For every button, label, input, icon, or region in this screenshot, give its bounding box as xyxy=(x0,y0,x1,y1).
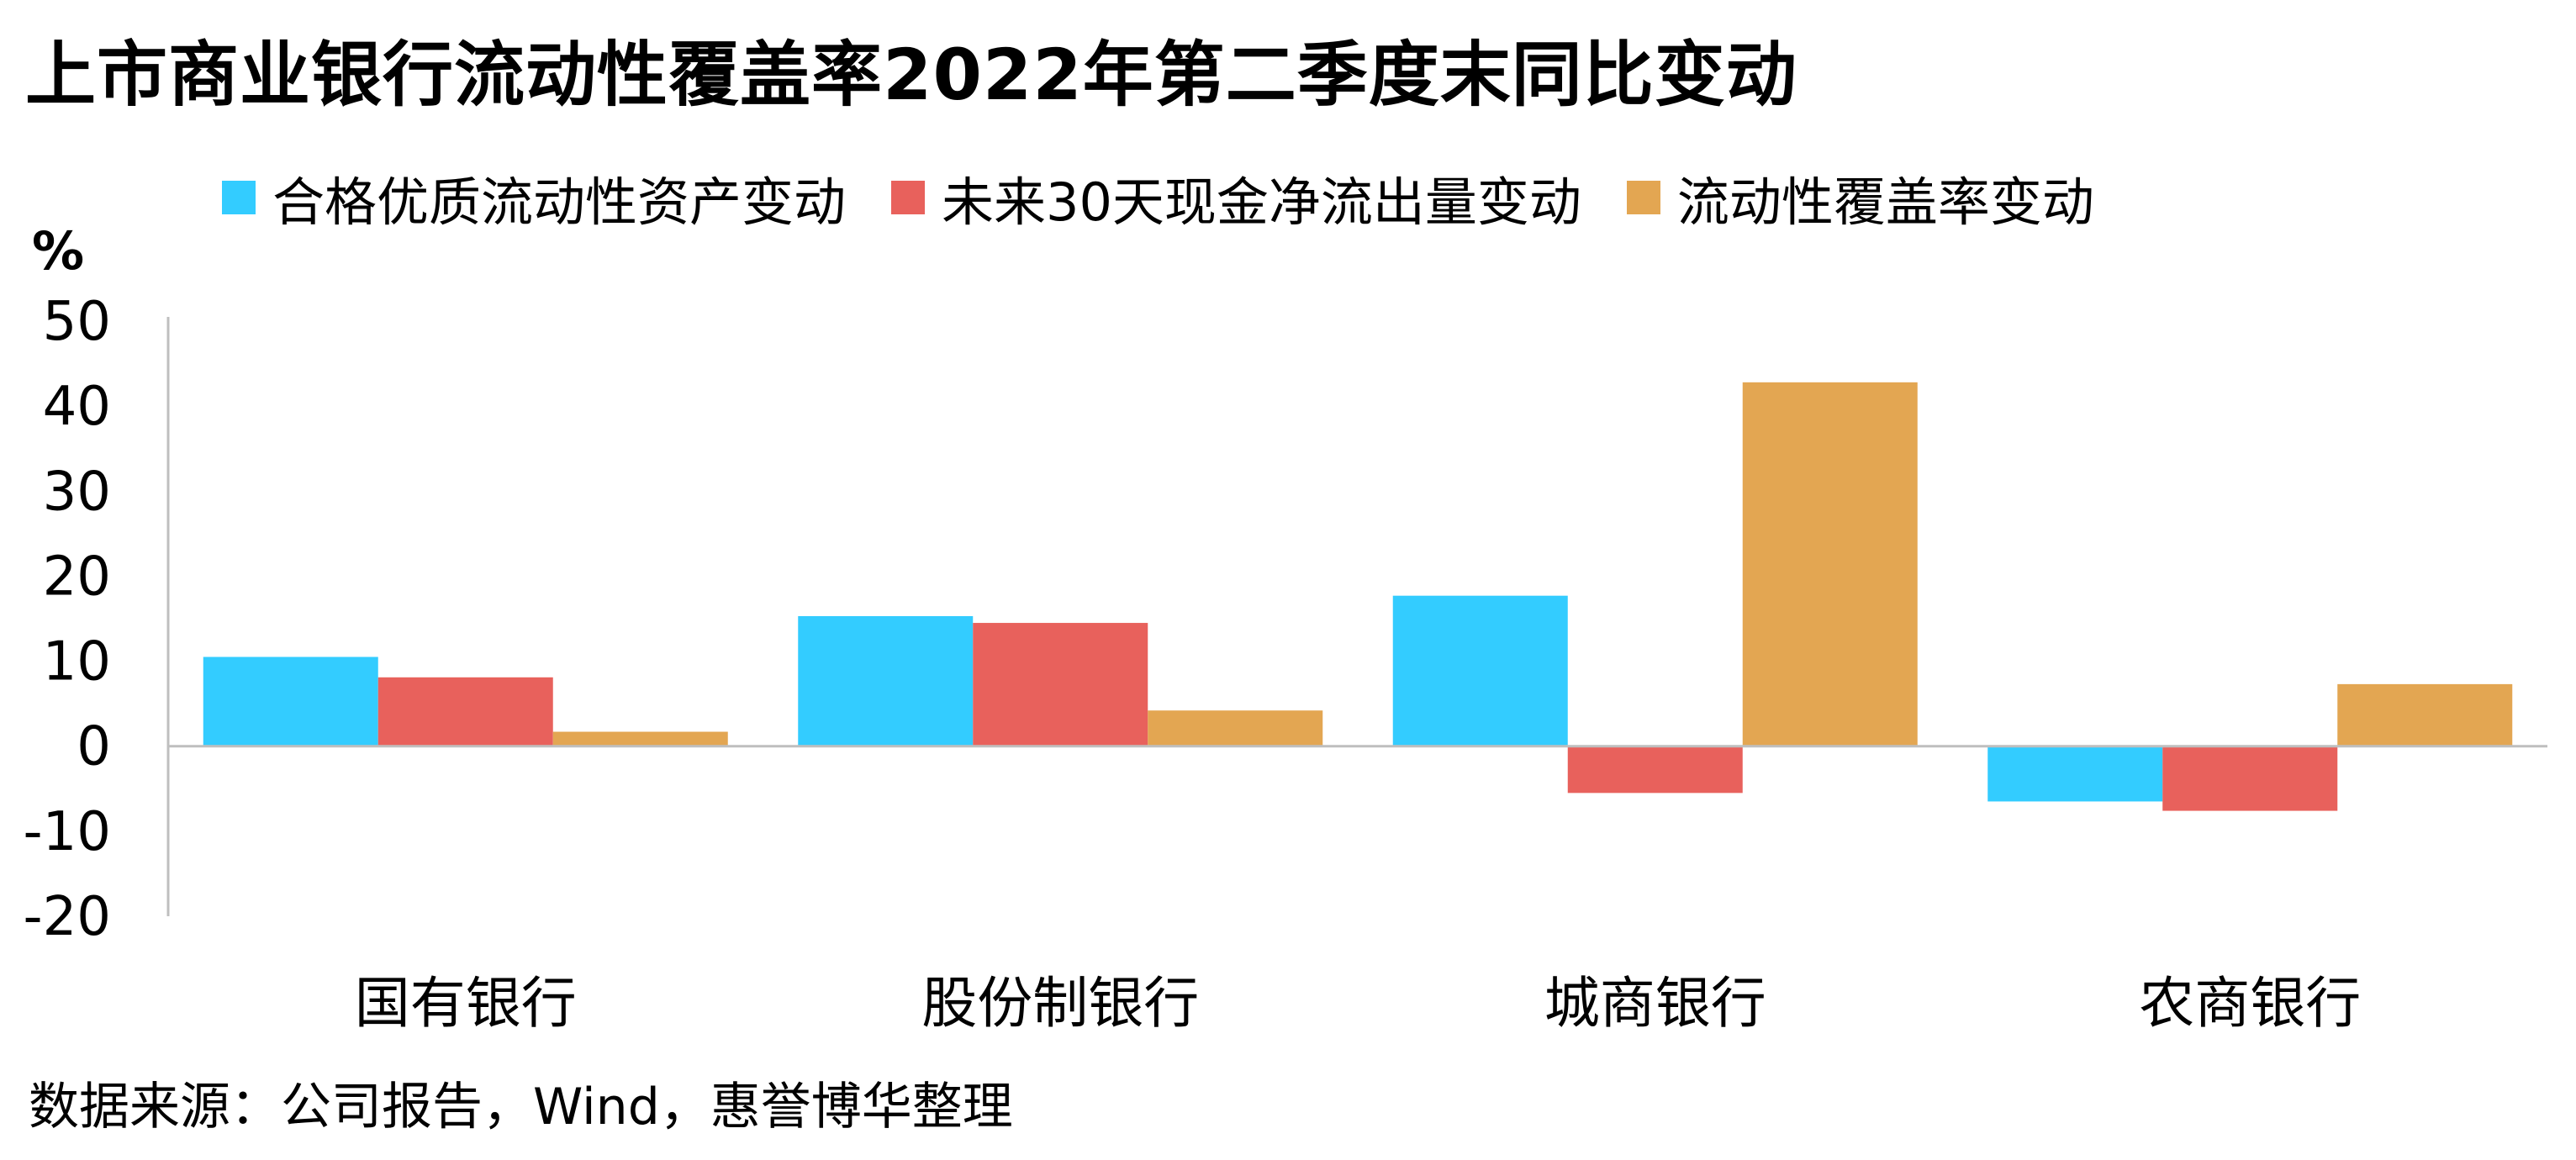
legend-item-series3: 流动性覆盖率变动 xyxy=(1626,160,2094,235)
chart-title: 上市商业银行流动性覆盖率2022年第二季度末同比变动 xyxy=(25,34,1797,116)
bar-2 xyxy=(2162,746,2338,811)
source-note: 数据来源：公司报告，Wind，惠誉博华整理 xyxy=(29,1078,1013,1136)
y-tick-label: 30 xyxy=(43,461,111,523)
bar-2 xyxy=(973,623,1148,746)
y-tick-label: 40 xyxy=(43,376,111,438)
y-tick-label: -20 xyxy=(23,886,111,948)
legend-swatch-series2 xyxy=(891,181,926,214)
legend-label-series1: 合格优质流动性资产变动 xyxy=(272,171,847,233)
bar-1 xyxy=(203,656,378,746)
legend-item-series1: 合格优质流动性资产变动 xyxy=(222,160,846,235)
bar-2 xyxy=(1567,746,1743,794)
x-category-label: 城商银行 xyxy=(1544,971,1766,1036)
legend-swatch-series1 xyxy=(222,181,256,214)
y-tick-label: -10 xyxy=(23,801,111,863)
x-category-label: 股份制银行 xyxy=(921,971,1199,1036)
bar-3 xyxy=(552,731,728,746)
legend-swatch-series3 xyxy=(1626,181,1660,214)
x-category-label: 国有银行 xyxy=(355,971,577,1036)
y-tick-label: 20 xyxy=(43,546,111,608)
legend-item-series2: 未来30天现金净流出量变动 xyxy=(891,160,1581,235)
bar-3 xyxy=(1742,382,1918,746)
bar-1 xyxy=(1392,595,1568,746)
bar-3 xyxy=(2337,683,2513,746)
bar-1 xyxy=(1987,746,2163,802)
legend-label-series2: 未来30天现金净流出量变动 xyxy=(942,171,1581,233)
legend: 合格优质流动性资产变动 未来30天现金净流出量变动 流动性覆盖率变动 xyxy=(222,160,2140,235)
bar-2 xyxy=(377,677,553,746)
legend-label-series3: 流动性覆盖率变动 xyxy=(1676,171,2094,233)
x-category-label: 农商银行 xyxy=(2139,971,2361,1036)
y-tick-label: 10 xyxy=(43,631,111,693)
bar-1 xyxy=(798,615,974,746)
y-axis-unit: % xyxy=(32,220,85,282)
y-tick-label: 0 xyxy=(77,716,111,778)
bar-3 xyxy=(1148,710,1323,746)
y-tick-label: 50 xyxy=(43,291,111,353)
